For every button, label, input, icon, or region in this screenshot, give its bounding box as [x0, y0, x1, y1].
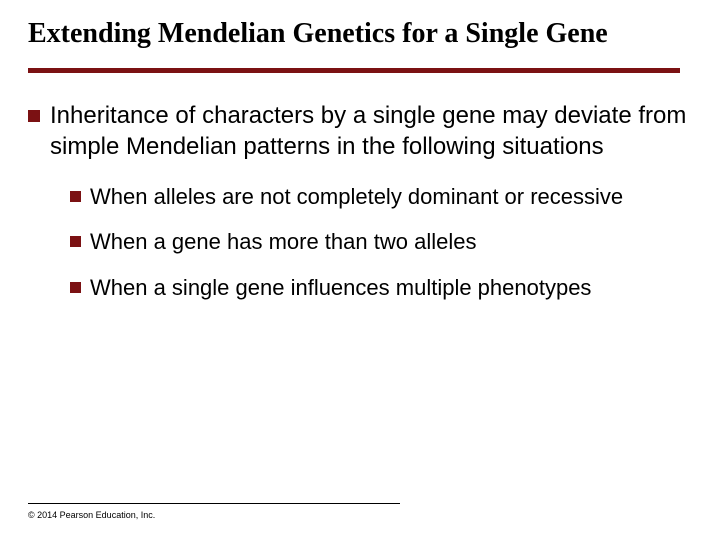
square-bullet-icon — [28, 110, 40, 122]
copyright-text: © 2014 Pearson Education, Inc. — [28, 510, 155, 520]
slide-body: Inheritance of characters by a single ge… — [28, 101, 692, 301]
square-bullet-icon — [70, 236, 81, 247]
square-bullet-icon — [70, 282, 81, 293]
title-underline — [28, 68, 680, 73]
sub-point-text: When a single gene influences multiple p… — [90, 274, 591, 302]
sub-point-text: When a gene has more than two alleles — [90, 228, 476, 256]
sub-bullet-group: When alleles are not completely dominant… — [70, 183, 692, 302]
slide: Extending Mendelian Genetics for a Singl… — [0, 0, 720, 540]
bullet-level2: When alleles are not completely dominant… — [70, 183, 692, 211]
bullet-level2: When a single gene influences multiple p… — [70, 274, 692, 302]
bullet-level2: When a gene has more than two alleles — [70, 228, 692, 256]
sub-point-text: When alleles are not completely dominant… — [90, 183, 623, 211]
main-point-text: Inheritance of characters by a single ge… — [50, 101, 692, 162]
footer-divider — [28, 503, 400, 504]
slide-title: Extending Mendelian Genetics for a Singl… — [28, 18, 692, 64]
square-bullet-icon — [70, 191, 81, 202]
bullet-level1: Inheritance of characters by a single ge… — [28, 101, 692, 162]
